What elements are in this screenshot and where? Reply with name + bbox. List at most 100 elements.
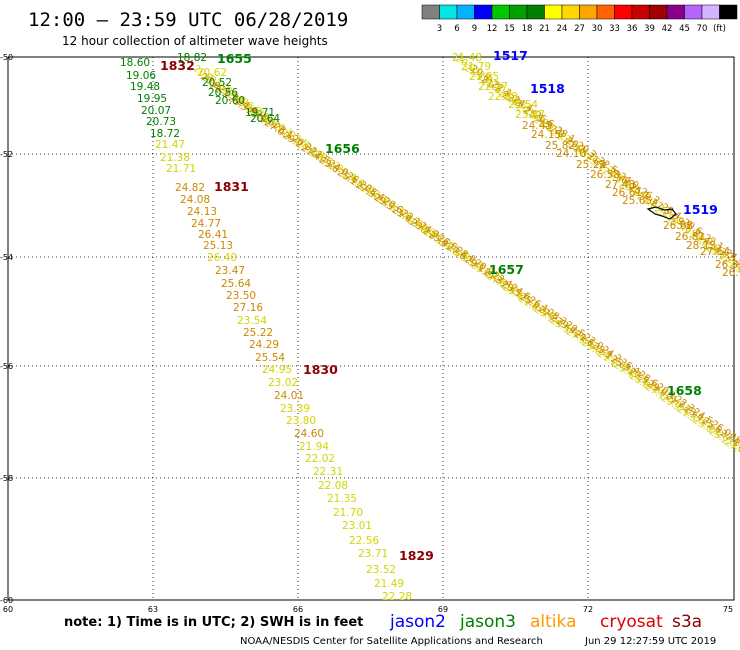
wave-height-reading: 21.38 (160, 152, 190, 164)
scale-label: 18 (522, 24, 533, 34)
latitude-labels: -50 -52 -54 -56 -58 -60 (0, 53, 13, 605)
scale-label: 15 (504, 24, 515, 34)
scale-swatch (439, 4, 458, 20)
longitude-label: 75 (723, 605, 733, 614)
wave-height-reading: 22.02 (305, 453, 335, 465)
scale-label: 27 (574, 24, 585, 34)
graticule (8, 57, 734, 600)
wave-height-reading: 24.01 (274, 390, 304, 402)
longitude-label: 60 (3, 605, 13, 614)
scale-swatch (474, 4, 493, 20)
wave-height-reading: 23.54 (237, 315, 267, 327)
wave-height-reading: 21.70 (333, 507, 363, 519)
scale-swatch (491, 4, 510, 20)
footer-timestamp: Jun 29 12:27:59 UTC 2019 (584, 636, 716, 647)
wave-height-reading: 26.40 (207, 252, 237, 264)
wave-height-reading: 23.87 (515, 109, 545, 121)
wave-height-reading: 21.79 (461, 61, 491, 73)
wave-height-reading: 23.54 (508, 99, 538, 111)
wave-height-reading: 24.15 (531, 129, 561, 141)
wave-height-reading: 19.06 (126, 70, 156, 82)
scale-label: 9 (472, 24, 477, 34)
wave-height-reading: 18.72 (150, 128, 180, 140)
wave-height-reading: 19.95 (137, 93, 167, 105)
scale-label: 33 (609, 24, 620, 34)
wave-height-reading: 21.71 (166, 163, 196, 175)
scale-swatch (631, 4, 650, 20)
pass-label: 1658 (667, 383, 702, 398)
longitude-label: 72 (583, 605, 593, 614)
island-outline (646, 206, 677, 220)
wave-height-reading: 24.29 (249, 339, 279, 351)
wave-height-reading: 21.95 (469, 71, 499, 83)
wave-height-reading: 26.58 (590, 169, 620, 181)
scale-label: 6 (454, 24, 459, 34)
wave-height-reading: 24.60 (294, 428, 324, 440)
wave-height-reading: 24.45 (522, 120, 552, 132)
scale-swatch (561, 4, 580, 20)
legend-jason2: jason2 (389, 612, 446, 632)
wave-height-reading: 23.39 (280, 403, 310, 415)
pass-labels: 1832 1831 1830 1829 1655 1656 1657 1658 1517 1518… (160, 48, 718, 563)
wave-height-reading: 18.60 (120, 57, 150, 69)
wave-height-reading: 22.56 (349, 535, 379, 547)
scale-swatch (701, 4, 720, 20)
wave-height-reading: 23.01 (342, 520, 372, 532)
wave-height-reading: 24.08 (180, 194, 210, 206)
legend-jason3: jason3 (459, 612, 516, 632)
scale-swatch (614, 4, 633, 20)
wave-height-reading: 25.22 (243, 327, 273, 339)
wave-height-reading: 26.61 (612, 187, 642, 199)
scale-swatch (596, 4, 615, 20)
wave-height-reading: 23.02 (268, 377, 298, 389)
legend-cryosat: cryosat (600, 612, 663, 632)
wave-height-reading: 26.99 (722, 267, 740, 279)
wave-height-reading: 20.07 (141, 105, 171, 117)
wave-height-reading: 28.13 (686, 240, 716, 252)
pass-label: 1655 (217, 51, 252, 66)
wave-height-reading: 27.64 (700, 246, 730, 258)
longitude-label: 63 (148, 605, 158, 614)
latitude-label: -50 (0, 53, 13, 62)
scale-swatch (579, 4, 598, 20)
scale-swatch (684, 4, 703, 20)
track-streak-glyph: 22.4 (730, 259, 740, 280)
scale-swatch (544, 4, 563, 20)
wave-height-reading: 24.10 (556, 148, 586, 160)
wave-height-reading: 25.22 (576, 159, 606, 171)
page-title: 12:00 – 23:59 UTC 06/28/2019 (28, 9, 348, 31)
page-subtitle: 12 hour collection of altimeter wave hei… (62, 34, 328, 48)
wave-height-reading: 27.48 (605, 179, 635, 191)
wave-height-reading: 24.82 (175, 182, 205, 194)
longitude-label: 66 (293, 605, 303, 614)
pass-label: 1656 (325, 141, 360, 156)
scale-label: 24 (557, 24, 568, 34)
legend-s3a: s3a (672, 612, 702, 632)
pass-label: 1829 (399, 548, 434, 563)
wave-height-reading: 20.52 (202, 77, 232, 89)
scale-swatch (649, 4, 668, 20)
satellite-legend: jason2 jason3 altika cryosat s3a (389, 612, 702, 632)
wave-height-reading: 25.64 (221, 278, 251, 290)
wave-height-reading: 22.28 (382, 591, 412, 603)
wave-height-reading: 19.48 (130, 81, 160, 93)
scale-label: 70 (697, 24, 708, 34)
plot-frame (7, 56, 735, 601)
wave-height-reading: 26.41 (198, 229, 228, 241)
pass-label: 1518 (530, 81, 565, 96)
wave-height-reading: 23.71 (358, 548, 388, 560)
wave-height-reading: 27.16 (233, 302, 263, 314)
wave-height-reading: 22.83 (488, 91, 518, 103)
wave-height-reading: 23.50 (226, 290, 256, 302)
wave-height-reading: 21.47 (155, 139, 185, 151)
satellite-tracks: 20.021.122.223.324.425.526.627.028.129.2… (120, 52, 740, 603)
pass-label: 1832 (160, 58, 195, 73)
wave-height-reading: 25.82 (545, 140, 575, 152)
plot-area: -50 -52 -54 -56 -58 -60 60 63 66 69 72 75 20.021.1… (0, 48, 740, 614)
wave-height-reading: 22.08 (318, 480, 348, 492)
wave-height-reading: 24.77 (191, 218, 221, 230)
wave-height-reading: 21.94 (299, 441, 329, 453)
scale-swatch (666, 4, 685, 20)
scale-swatch (509, 4, 528, 20)
